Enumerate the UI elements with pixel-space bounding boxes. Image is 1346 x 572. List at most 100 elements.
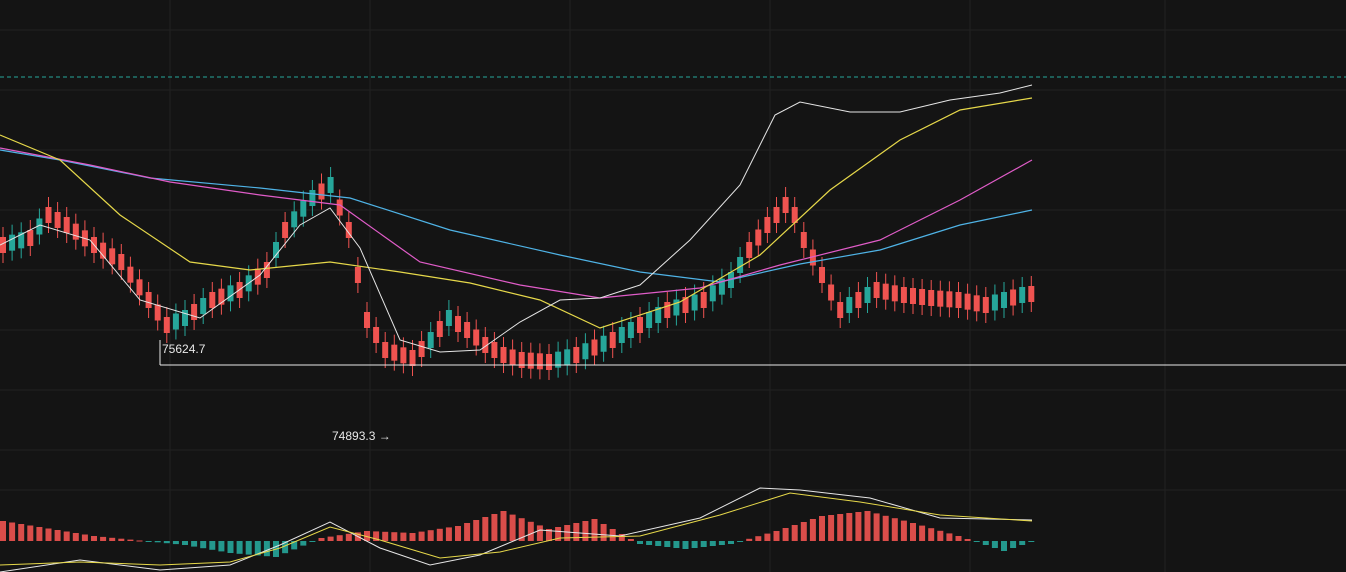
candle-body xyxy=(1028,286,1035,302)
macd-hist-bar xyxy=(254,541,261,556)
candle-body xyxy=(263,262,270,278)
macd-hist-bar xyxy=(928,528,935,541)
macd-hist-bar xyxy=(837,514,844,541)
candle-body xyxy=(1019,287,1026,303)
macd-hist-bar xyxy=(555,527,562,541)
candle-body xyxy=(163,317,170,333)
candle-body xyxy=(910,288,916,304)
candle-body xyxy=(1001,292,1007,308)
macd-hist-bar xyxy=(236,541,243,554)
candle-body xyxy=(873,282,880,298)
macd-hist-bar xyxy=(327,536,334,541)
macd-hist-bar xyxy=(209,541,216,550)
candle-body xyxy=(928,290,935,306)
candle-body xyxy=(218,288,225,305)
candle-body xyxy=(491,342,498,358)
macd-hist-bar xyxy=(946,533,953,541)
macd-hist-bar xyxy=(782,528,789,541)
macd-hist-bar xyxy=(910,523,916,541)
candle-body xyxy=(709,285,716,302)
candle-body xyxy=(464,322,471,338)
candle-body xyxy=(600,335,607,352)
macd-hist-bar xyxy=(791,525,798,541)
candle-body xyxy=(373,327,380,343)
macd-line xyxy=(0,487,1033,572)
candle-body xyxy=(864,287,871,303)
candle-body xyxy=(400,347,407,364)
macd-hist-bar xyxy=(746,538,753,541)
macd-hist-bar xyxy=(27,525,34,541)
macd-hist-bar xyxy=(973,541,980,542)
candle-body xyxy=(36,218,43,235)
candle-body xyxy=(273,242,279,258)
candle-body xyxy=(982,297,989,313)
macd-hist-bar xyxy=(1028,541,1035,542)
candle-body xyxy=(1010,289,1017,306)
macd-hist-bar xyxy=(154,541,161,543)
candle-body xyxy=(937,290,944,307)
candle-body xyxy=(391,344,398,361)
candle-body xyxy=(54,212,61,228)
macd-hist-bar xyxy=(664,541,671,547)
candle-body xyxy=(172,313,179,330)
macd-hist-bar xyxy=(427,530,434,541)
macd-hist-bar xyxy=(964,539,971,541)
candle-body xyxy=(682,297,689,313)
macd-hist-bar xyxy=(991,541,998,548)
macd-hist-bar xyxy=(627,539,634,541)
macd-hist-bar xyxy=(564,525,571,541)
candle-body xyxy=(136,279,143,296)
candle-body xyxy=(345,222,352,238)
macd-hist-bar xyxy=(873,513,880,541)
candle-body xyxy=(409,350,416,366)
macd-hist-bar xyxy=(655,541,662,546)
support-label: 75624.7 xyxy=(162,342,206,356)
candle-body xyxy=(837,302,844,318)
macd-hist-bar xyxy=(482,517,489,541)
candle-body xyxy=(746,242,753,258)
candle-body xyxy=(100,242,107,259)
macd-hist-bar xyxy=(646,541,653,545)
candle-body xyxy=(445,310,452,326)
macd-hist-bar xyxy=(163,541,170,544)
macd-hist-bar xyxy=(573,523,580,541)
macd-hist-bar xyxy=(464,523,471,541)
macd-hist-bar xyxy=(500,511,507,541)
candle-body xyxy=(209,292,216,308)
macd-hist-bar xyxy=(673,541,680,548)
macd-hist-bar xyxy=(518,518,525,541)
macd-hist-bar xyxy=(709,541,716,546)
macd-hist-bar xyxy=(582,521,589,541)
macd-hist-bar xyxy=(882,515,889,541)
candle-body xyxy=(436,321,443,337)
candle-body xyxy=(309,190,316,206)
candle-body xyxy=(691,294,698,311)
candle-body xyxy=(846,297,853,313)
macd-hist-bar xyxy=(864,511,871,541)
macd-hist-bar xyxy=(382,531,389,541)
macd-hist-bar xyxy=(81,534,88,541)
candle-body xyxy=(427,332,434,348)
candle-body xyxy=(955,292,962,308)
macd-hist-bar xyxy=(400,532,407,541)
macd-hist-bar xyxy=(600,524,607,541)
candle-body xyxy=(154,304,161,321)
candle-body xyxy=(200,298,207,314)
macd-hist-bar xyxy=(282,541,289,554)
candle-body xyxy=(455,316,461,332)
candle-body xyxy=(591,339,598,356)
macd-hist-bar xyxy=(409,533,416,541)
candle-body xyxy=(509,349,516,366)
macd-hist-bar xyxy=(45,528,52,541)
candle-body xyxy=(500,347,507,363)
candle-body xyxy=(527,352,534,369)
macd-hist-bar xyxy=(618,534,625,541)
candle-body xyxy=(964,293,971,310)
macd-hist-bar xyxy=(764,533,771,541)
candle-body xyxy=(882,283,889,300)
macd-hist-bar xyxy=(9,522,16,541)
candle-body xyxy=(582,343,589,360)
macd-hist-bar xyxy=(182,541,188,545)
candle-body xyxy=(700,292,707,308)
